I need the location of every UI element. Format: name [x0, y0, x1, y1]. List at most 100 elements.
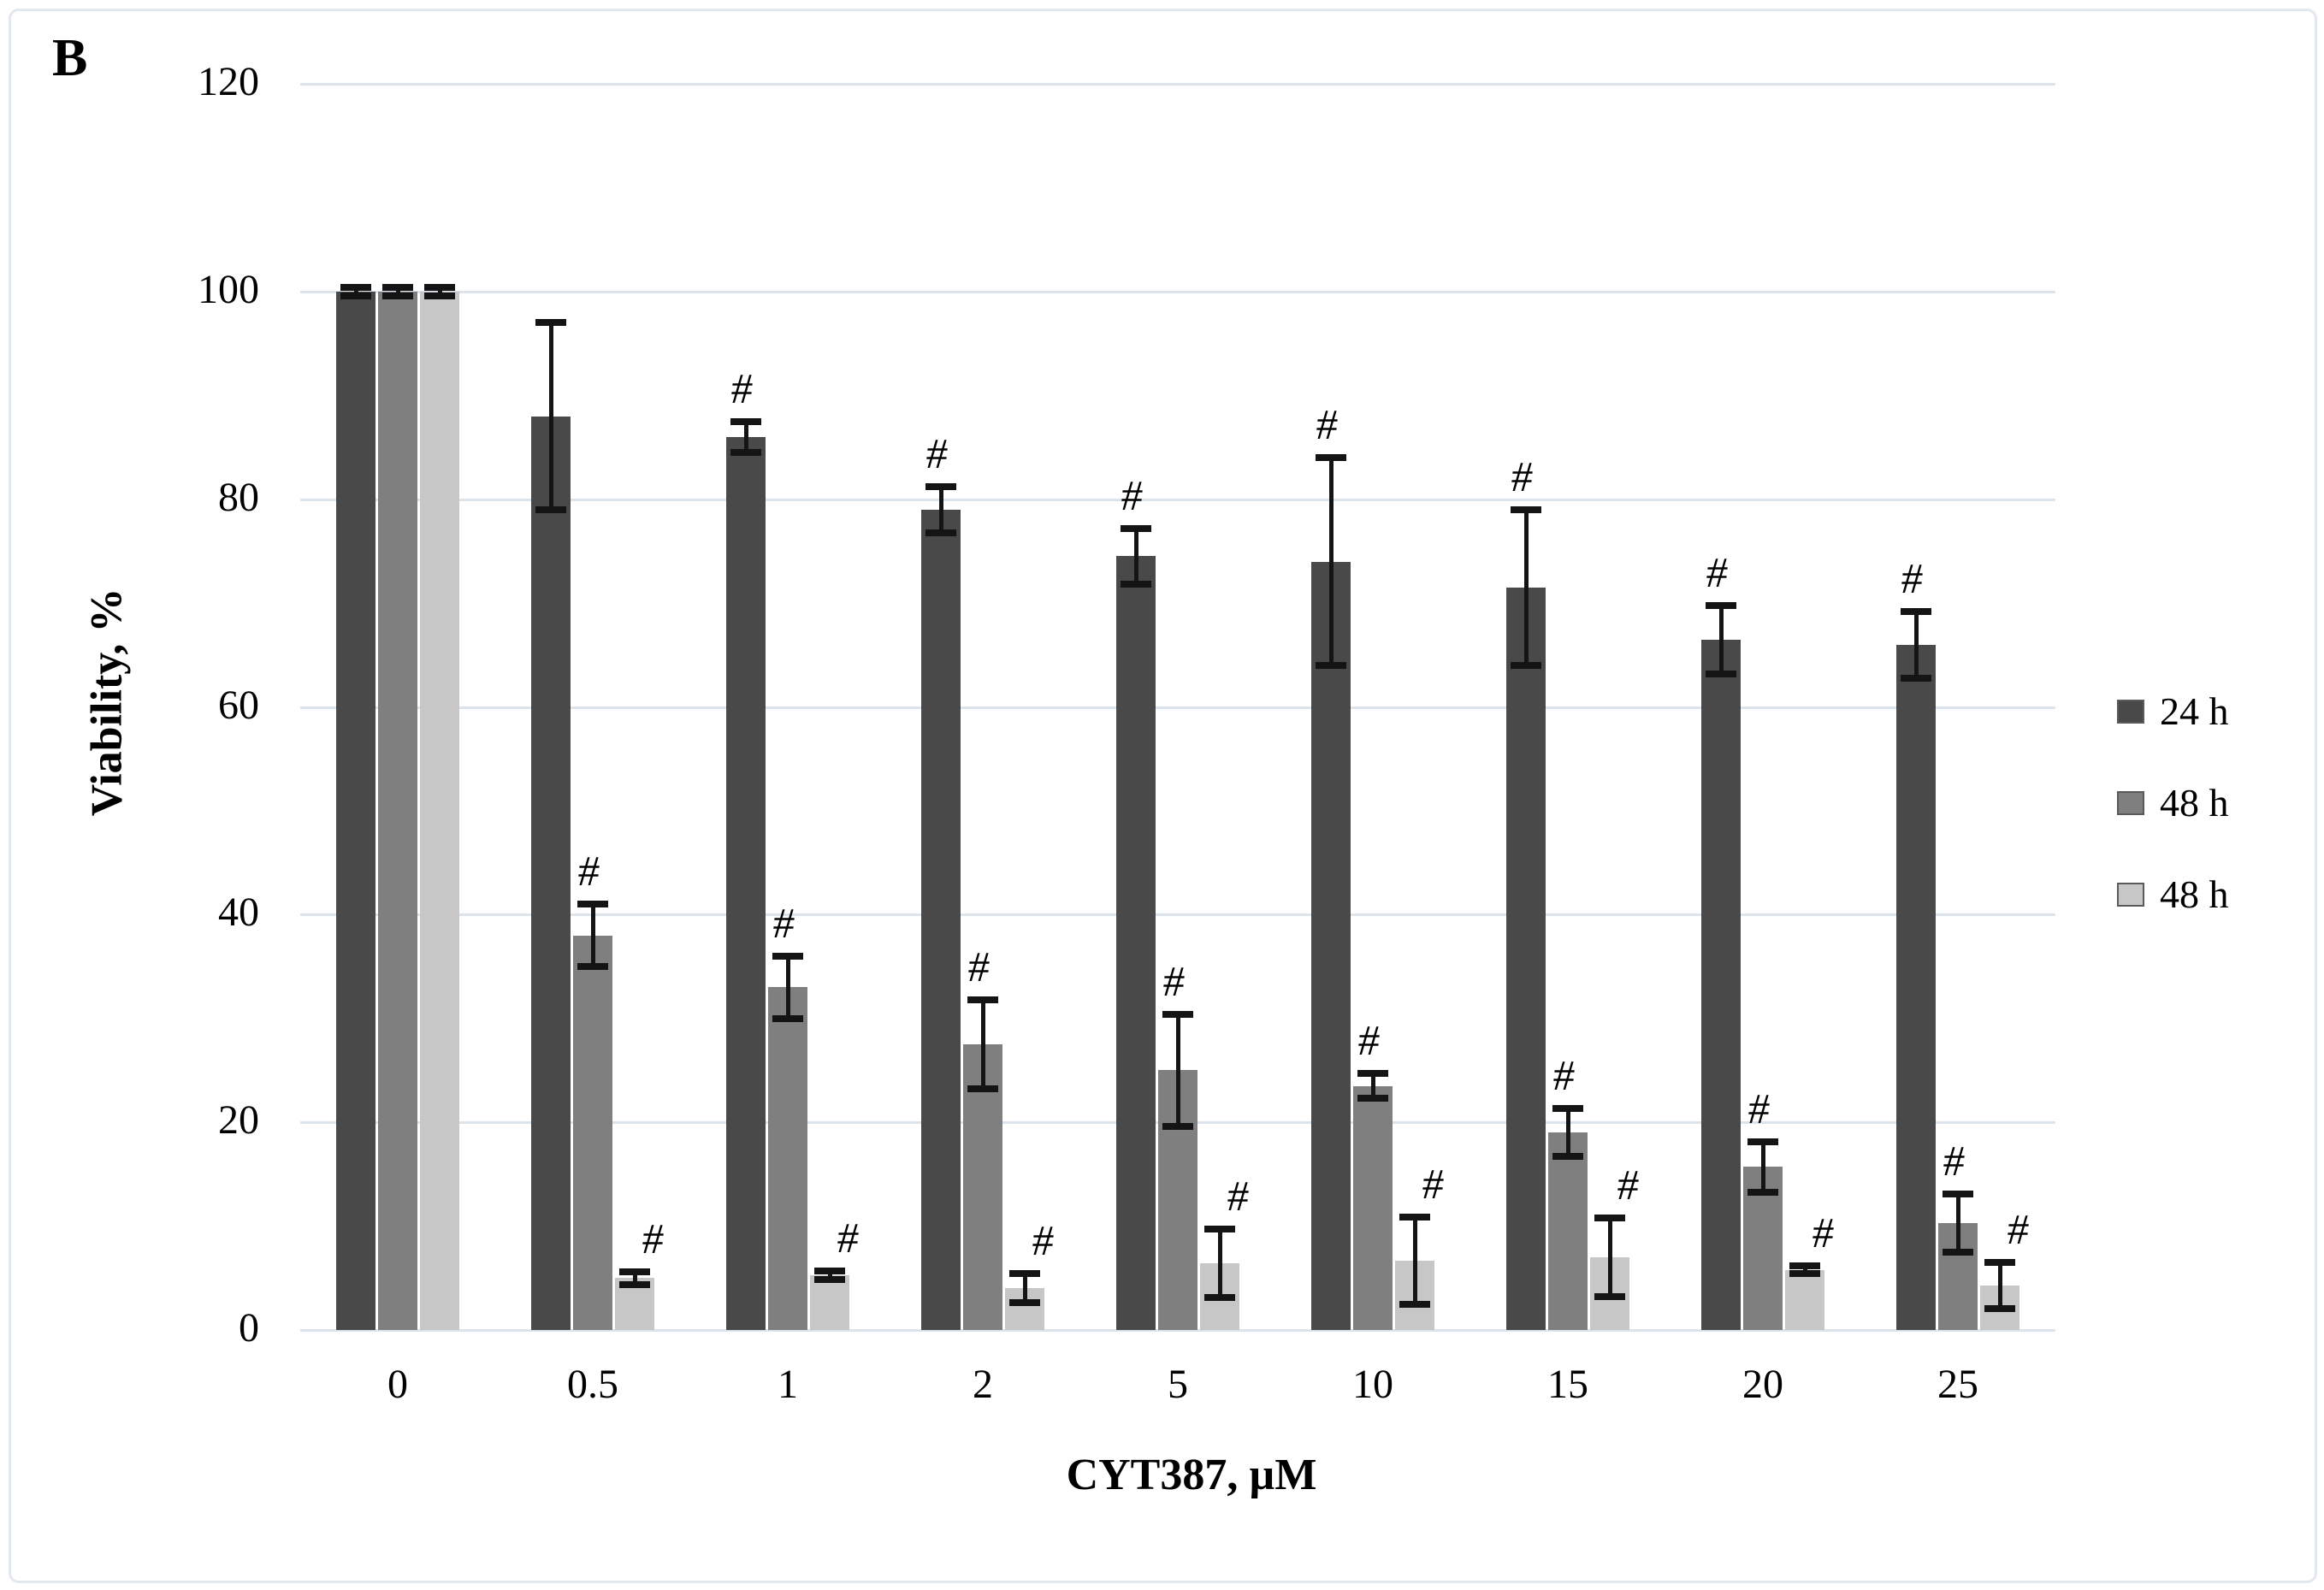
bar-48h-0.5 — [573, 935, 612, 1330]
error-bar-cap-bottom — [1943, 1248, 1973, 1256]
error-bar-stem — [548, 322, 553, 510]
bar-48h-10 — [1353, 1085, 1393, 1330]
error-bar-stem — [743, 421, 748, 453]
bar-24h-15 — [1506, 587, 1546, 1330]
error-bar-cap-bottom — [424, 292, 455, 299]
error-bar-stem — [1523, 509, 1529, 665]
error-bar-cap-top — [967, 996, 998, 1003]
gridline — [300, 498, 2055, 501]
error-bar-cap-top — [1511, 505, 1541, 513]
error-bar-stem — [1175, 1014, 1180, 1127]
error-bar-cap-top — [1552, 1105, 1583, 1113]
x-tick-label: 5 — [1168, 1362, 1188, 1407]
error-bar-cap-top — [1706, 601, 1736, 609]
y-tick-label: 80 — [218, 474, 259, 520]
error-bar-cap-bottom — [535, 505, 566, 513]
significance-marker: # — [924, 429, 950, 478]
bar-48h-0 — [420, 291, 459, 1330]
error-bar-stem — [1955, 1193, 1960, 1252]
error-bar-cap-bottom — [1706, 670, 1736, 677]
bar-24h-0 — [336, 291, 376, 1330]
error-bar-cap-bottom — [967, 1085, 998, 1093]
significance-marker: # — [1551, 1051, 1577, 1100]
error-bar-cap-bottom — [1984, 1304, 2015, 1312]
x-tick-label: 15 — [1547, 1362, 1588, 1407]
error-bar-cap-top — [619, 1268, 650, 1275]
bar-24h-25 — [1896, 644, 1936, 1330]
significance-marker: # — [1810, 1208, 1836, 1256]
error-bar-cap-top — [925, 483, 956, 491]
x-tick-label: 0 — [387, 1362, 408, 1407]
error-bar-cap-top — [577, 901, 608, 908]
x-tick-label: 20 — [1742, 1362, 1783, 1407]
gridline — [300, 913, 2055, 917]
error-bar-cap-bottom — [925, 529, 956, 536]
error-bar-cap-bottom — [1511, 661, 1541, 669]
legend-item: 24 h — [2117, 689, 2229, 734]
legend: 24 h 48 h 48 h — [2117, 689, 2229, 917]
y-tick-label: 120 — [198, 59, 259, 104]
error-bar-cap-bottom — [1121, 581, 1151, 588]
y-tick-label: 60 — [218, 682, 259, 728]
significance-marker: # — [1899, 553, 1925, 602]
y-tick-label: 40 — [218, 890, 259, 936]
error-bar-stem — [1760, 1142, 1765, 1192]
significance-marker: # — [2005, 1205, 2031, 1254]
legend-swatch-icon — [2117, 882, 2144, 907]
error-bar-cap-top — [1984, 1259, 2015, 1267]
error-bar-stem — [1328, 458, 1333, 665]
bar-24h-5 — [1116, 556, 1156, 1330]
error-bar-stem — [938, 487, 943, 533]
error-bar-cap-bottom — [619, 1280, 650, 1288]
legend-label: 24 h — [2160, 689, 2229, 733]
error-bar-cap-top — [772, 952, 803, 960]
error-bar-cap-top — [1204, 1226, 1235, 1233]
x-tick-label: 2 — [973, 1362, 993, 1407]
error-bar-cap-bottom — [1162, 1123, 1193, 1131]
error-bar-stem — [1607, 1217, 1612, 1297]
significance-marker: # — [640, 1215, 666, 1262]
error-bar-stem — [785, 955, 790, 1019]
error-bar-cap-bottom — [814, 1275, 845, 1283]
bar-24h-0.5 — [531, 416, 571, 1330]
legend-swatch-icon — [2117, 699, 2144, 724]
gridline — [300, 706, 2055, 709]
significance-marker: # — [1615, 1160, 1641, 1209]
error-bar-stem — [1913, 611, 1919, 678]
error-bar-cap-top — [1747, 1138, 1778, 1146]
error-bar-cap-bottom — [1594, 1293, 1625, 1301]
error-bar-cap-bottom — [1552, 1153, 1583, 1161]
x-tick-label: 25 — [1937, 1362, 1978, 1407]
x-tick-label: 1 — [778, 1362, 798, 1407]
error-bar-cap-top — [1121, 524, 1151, 532]
legend-swatch-icon — [2117, 790, 2144, 815]
legend-item: 48 h — [2117, 780, 2229, 825]
significance-marker: # — [1119, 470, 1145, 519]
bar-48h-1 — [768, 987, 807, 1330]
error-bar-stem — [353, 287, 358, 296]
error-bar-stem — [1133, 528, 1138, 585]
error-bar-cap-top — [1162, 1010, 1193, 1018]
error-bar-cap-top — [1594, 1214, 1625, 1221]
x-tick-label: 0.5 — [567, 1362, 618, 1407]
significance-marker: # — [1161, 956, 1187, 1005]
error-bar-stem — [1412, 1216, 1417, 1304]
error-bar-stem — [632, 1272, 637, 1285]
bar-24h-1 — [726, 436, 766, 1330]
error-bar-stem — [1370, 1073, 1375, 1099]
significance-marker: # — [1225, 1172, 1251, 1221]
error-bar-stem — [437, 287, 442, 296]
error-bar-cap-bottom — [577, 963, 608, 971]
error-bar-cap-bottom — [1009, 1299, 1040, 1307]
error-bar-cap-bottom — [1747, 1188, 1778, 1196]
bar-24h-2 — [921, 509, 961, 1330]
error-bar-cap-bottom — [1901, 674, 1931, 682]
error-bar-stem — [1217, 1229, 1222, 1298]
significance-marker: # — [1030, 1216, 1056, 1265]
error-bar-stem — [1997, 1262, 2002, 1309]
error-bar-cap-top — [340, 283, 371, 291]
error-bar-cap-top — [730, 417, 761, 425]
error-bar-cap-top — [424, 283, 455, 291]
significance-marker: # — [835, 1213, 861, 1262]
bar-chart-figure: B Viability, % CYT387, µM 0 20 40 60 80 100 12… — [9, 9, 2317, 1583]
